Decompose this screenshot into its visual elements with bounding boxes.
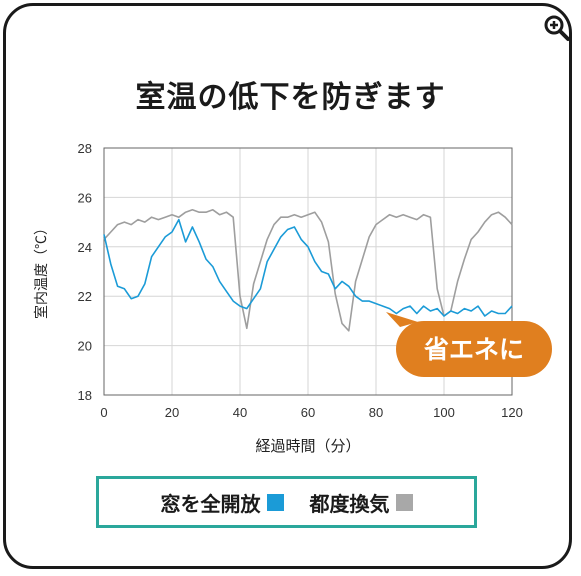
x-axis-label: 経過時間（分） [255, 438, 360, 455]
x-tick-label-120: 120 [501, 405, 523, 420]
legend-item-periodic: 都度換気 [310, 488, 413, 517]
y-tick-label-22: 22 [78, 289, 92, 304]
annotation-text: 省エネに [423, 336, 524, 364]
x-tick-label-80: 80 [369, 405, 383, 420]
annotation-body [396, 321, 552, 377]
y-tick-label-20: 20 [78, 339, 92, 354]
y-tick-label-26: 26 [78, 190, 92, 205]
legend-label-window-open: 窓を全開放 [160, 491, 261, 516]
series-line-0 [103, 218, 513, 317]
y-axis-label: 室内温度（℃） [33, 221, 49, 319]
y-tick-labels: 18 20 22 24 26 28 [78, 141, 92, 403]
annotation-pointer [386, 312, 418, 327]
x-tick-labels: 0 20 40 60 80 100 120 [100, 405, 522, 420]
x-tick-label-20: 20 [165, 405, 179, 420]
annotation-bubble: 省エネに [386, 312, 552, 377]
chart-card [3, 3, 572, 569]
legend-item-window-open: 窓を全開放 [161, 488, 284, 517]
y-tick-label-18: 18 [78, 388, 92, 403]
x-tick-label-0: 0 [100, 405, 107, 420]
chart-title: 室温の低下を防ぎます [135, 80, 446, 115]
legend-swatch-gray [395, 493, 413, 511]
series-lines [103, 209, 513, 332]
legend-swatch-blue [266, 493, 284, 511]
y-tick-label-24: 24 [78, 240, 92, 255]
x-tick-label-60: 60 [301, 405, 315, 420]
legend-label-periodic: 都度換気 [309, 491, 390, 516]
x-tick-label-100: 100 [433, 405, 455, 420]
plot-frame [103, 147, 513, 396]
legend: 窓を全開放 都度換気 [96, 476, 477, 528]
zoom-in-icon[interactable] [543, 14, 571, 42]
y-tick-label-28: 28 [78, 141, 92, 156]
x-tick-label-40: 40 [233, 405, 247, 420]
